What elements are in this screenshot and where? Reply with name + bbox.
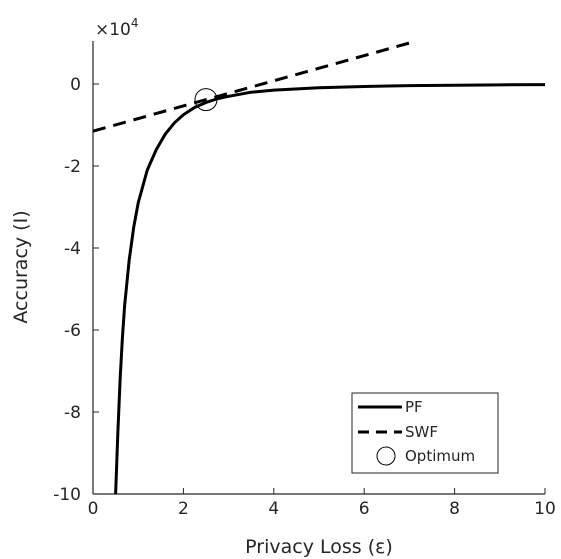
y-tick-label: -4 bbox=[64, 239, 81, 259]
x-axis-label: Privacy Loss (ε) bbox=[245, 536, 393, 558]
y-axis-ticks: 0 -2 -4 -6 -8 -10 bbox=[53, 75, 99, 505]
series-line-swf bbox=[93, 41, 410, 133]
x-tick-label: 4 bbox=[268, 499, 279, 519]
y-tick-label: 0 bbox=[70, 75, 81, 95]
legend-optimum-label: Optimum bbox=[405, 447, 475, 465]
x-axis-ticks: 0 2 4 6 8 10 bbox=[88, 488, 556, 519]
legend-pf-label: PF bbox=[405, 398, 423, 416]
legend-swf-label: SWF bbox=[405, 423, 438, 441]
y-axis-label: Accuracy (I) bbox=[10, 210, 32, 323]
y-tick-label: -8 bbox=[64, 403, 81, 423]
y-axis-exponent-label: ×104 bbox=[95, 16, 139, 40]
y-tick-label: -2 bbox=[64, 157, 81, 177]
y-tick-label: -6 bbox=[64, 321, 81, 341]
x-tick-label: 2 bbox=[178, 499, 189, 519]
x-tick-label: 8 bbox=[449, 499, 460, 519]
x-tick-label: 6 bbox=[359, 499, 370, 519]
marker-layer bbox=[194, 88, 218, 112]
series-line-pf bbox=[114, 83, 545, 494]
legend-optimum-marker bbox=[376, 446, 396, 466]
x-tick-label: 10 bbox=[534, 499, 556, 519]
optimum-point bbox=[194, 88, 218, 112]
x-tick-label: 0 bbox=[88, 499, 99, 519]
y-tick-label: -10 bbox=[53, 485, 81, 505]
legend: PF SWF Optimum bbox=[351, 392, 499, 474]
series-layer bbox=[93, 41, 545, 494]
